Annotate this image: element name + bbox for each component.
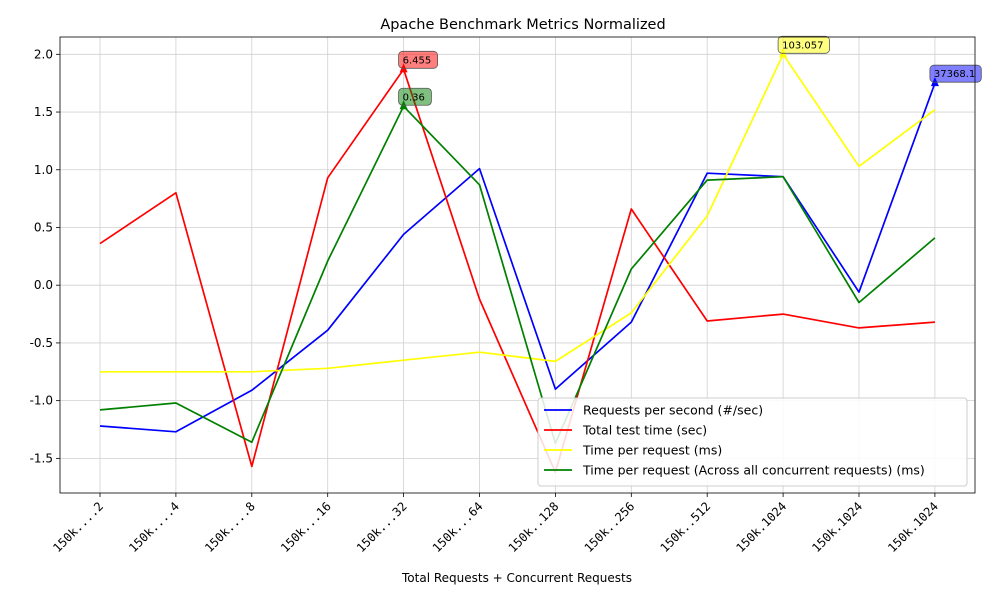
x-axis-label: Total Requests + Concurrent Requests — [401, 571, 632, 585]
x-tick-label: 150k....8 — [202, 499, 258, 555]
y-tick-label: -1.5 — [30, 451, 53, 465]
series-line-3 — [99, 105, 936, 445]
annotation-label: 103.057 — [782, 40, 823, 51]
y-tick-label: 0.5 — [34, 220, 53, 234]
x-tick-label: 150k.1024 — [809, 499, 865, 555]
annotation-label: 6.455 — [403, 55, 432, 66]
x-tick-label: 150k.1024 — [885, 499, 941, 555]
legend-entry: Time per request (Across all concurrent … — [582, 463, 925, 478]
y-tick-label: 1.5 — [34, 105, 53, 119]
x-tick-label: 150k.1024 — [733, 499, 789, 555]
x-tick-label: 150k..512 — [657, 499, 713, 555]
legend-entry: Time per request (ms) — [582, 443, 722, 458]
annotation-box — [777, 35, 830, 54]
legend-box — [537, 397, 968, 487]
annotation-layer: 6.455 0.36 103.057 37368.1 — [398, 35, 982, 110]
legend-entry: Requests per second (#/sec) — [583, 403, 763, 418]
x-tick-label: 150k...32 — [354, 499, 410, 555]
x-tick-label: 150k...16 — [278, 499, 334, 555]
series-layer — [99, 53, 936, 474]
x-tick-label: 150k..128 — [506, 499, 562, 555]
series-line-0 — [99, 82, 936, 433]
annotation-box — [929, 64, 982, 83]
x-tick-label: 150k....2 — [50, 499, 106, 555]
x-tick-label: 150k..256 — [582, 499, 638, 555]
grid-lines — [60, 37, 975, 493]
x-tick-label: 150k....4 — [126, 499, 182, 555]
x-tick-label: 150k...64 — [430, 499, 486, 555]
chart-title: Apache Benchmark Metrics Normalized — [380, 17, 665, 33]
y-tick-label: -0.5 — [30, 336, 53, 350]
series-line-2 — [100, 53, 936, 373]
y-tick-label: 1.0 — [34, 163, 53, 177]
legend: Requests per second (#/sec) Total test ti… — [537, 397, 968, 487]
annotation-label: 37368.1 — [934, 69, 975, 80]
y-tick-label: 2.0 — [34, 47, 53, 61]
series-line-1 — [99, 68, 935, 474]
legend-entry: Total test time (sec) — [582, 423, 707, 438]
y-tick-label: 0.0 — [34, 278, 53, 292]
y-axis: 2.0 1.5 1.0 0.5 0.0 -0.5 -1.0 -1.5 — [30, 47, 60, 465]
annotation-label: 0.36 — [403, 92, 425, 103]
annotation-box — [398, 87, 432, 106]
annotation-box — [398, 50, 439, 69]
plot-frame — [59, 36, 976, 494]
y-tick-label: -1.0 — [30, 394, 53, 408]
x-axis: 150k....2 150k....4 150k....8 150k...16 150k… — [50, 493, 941, 555]
